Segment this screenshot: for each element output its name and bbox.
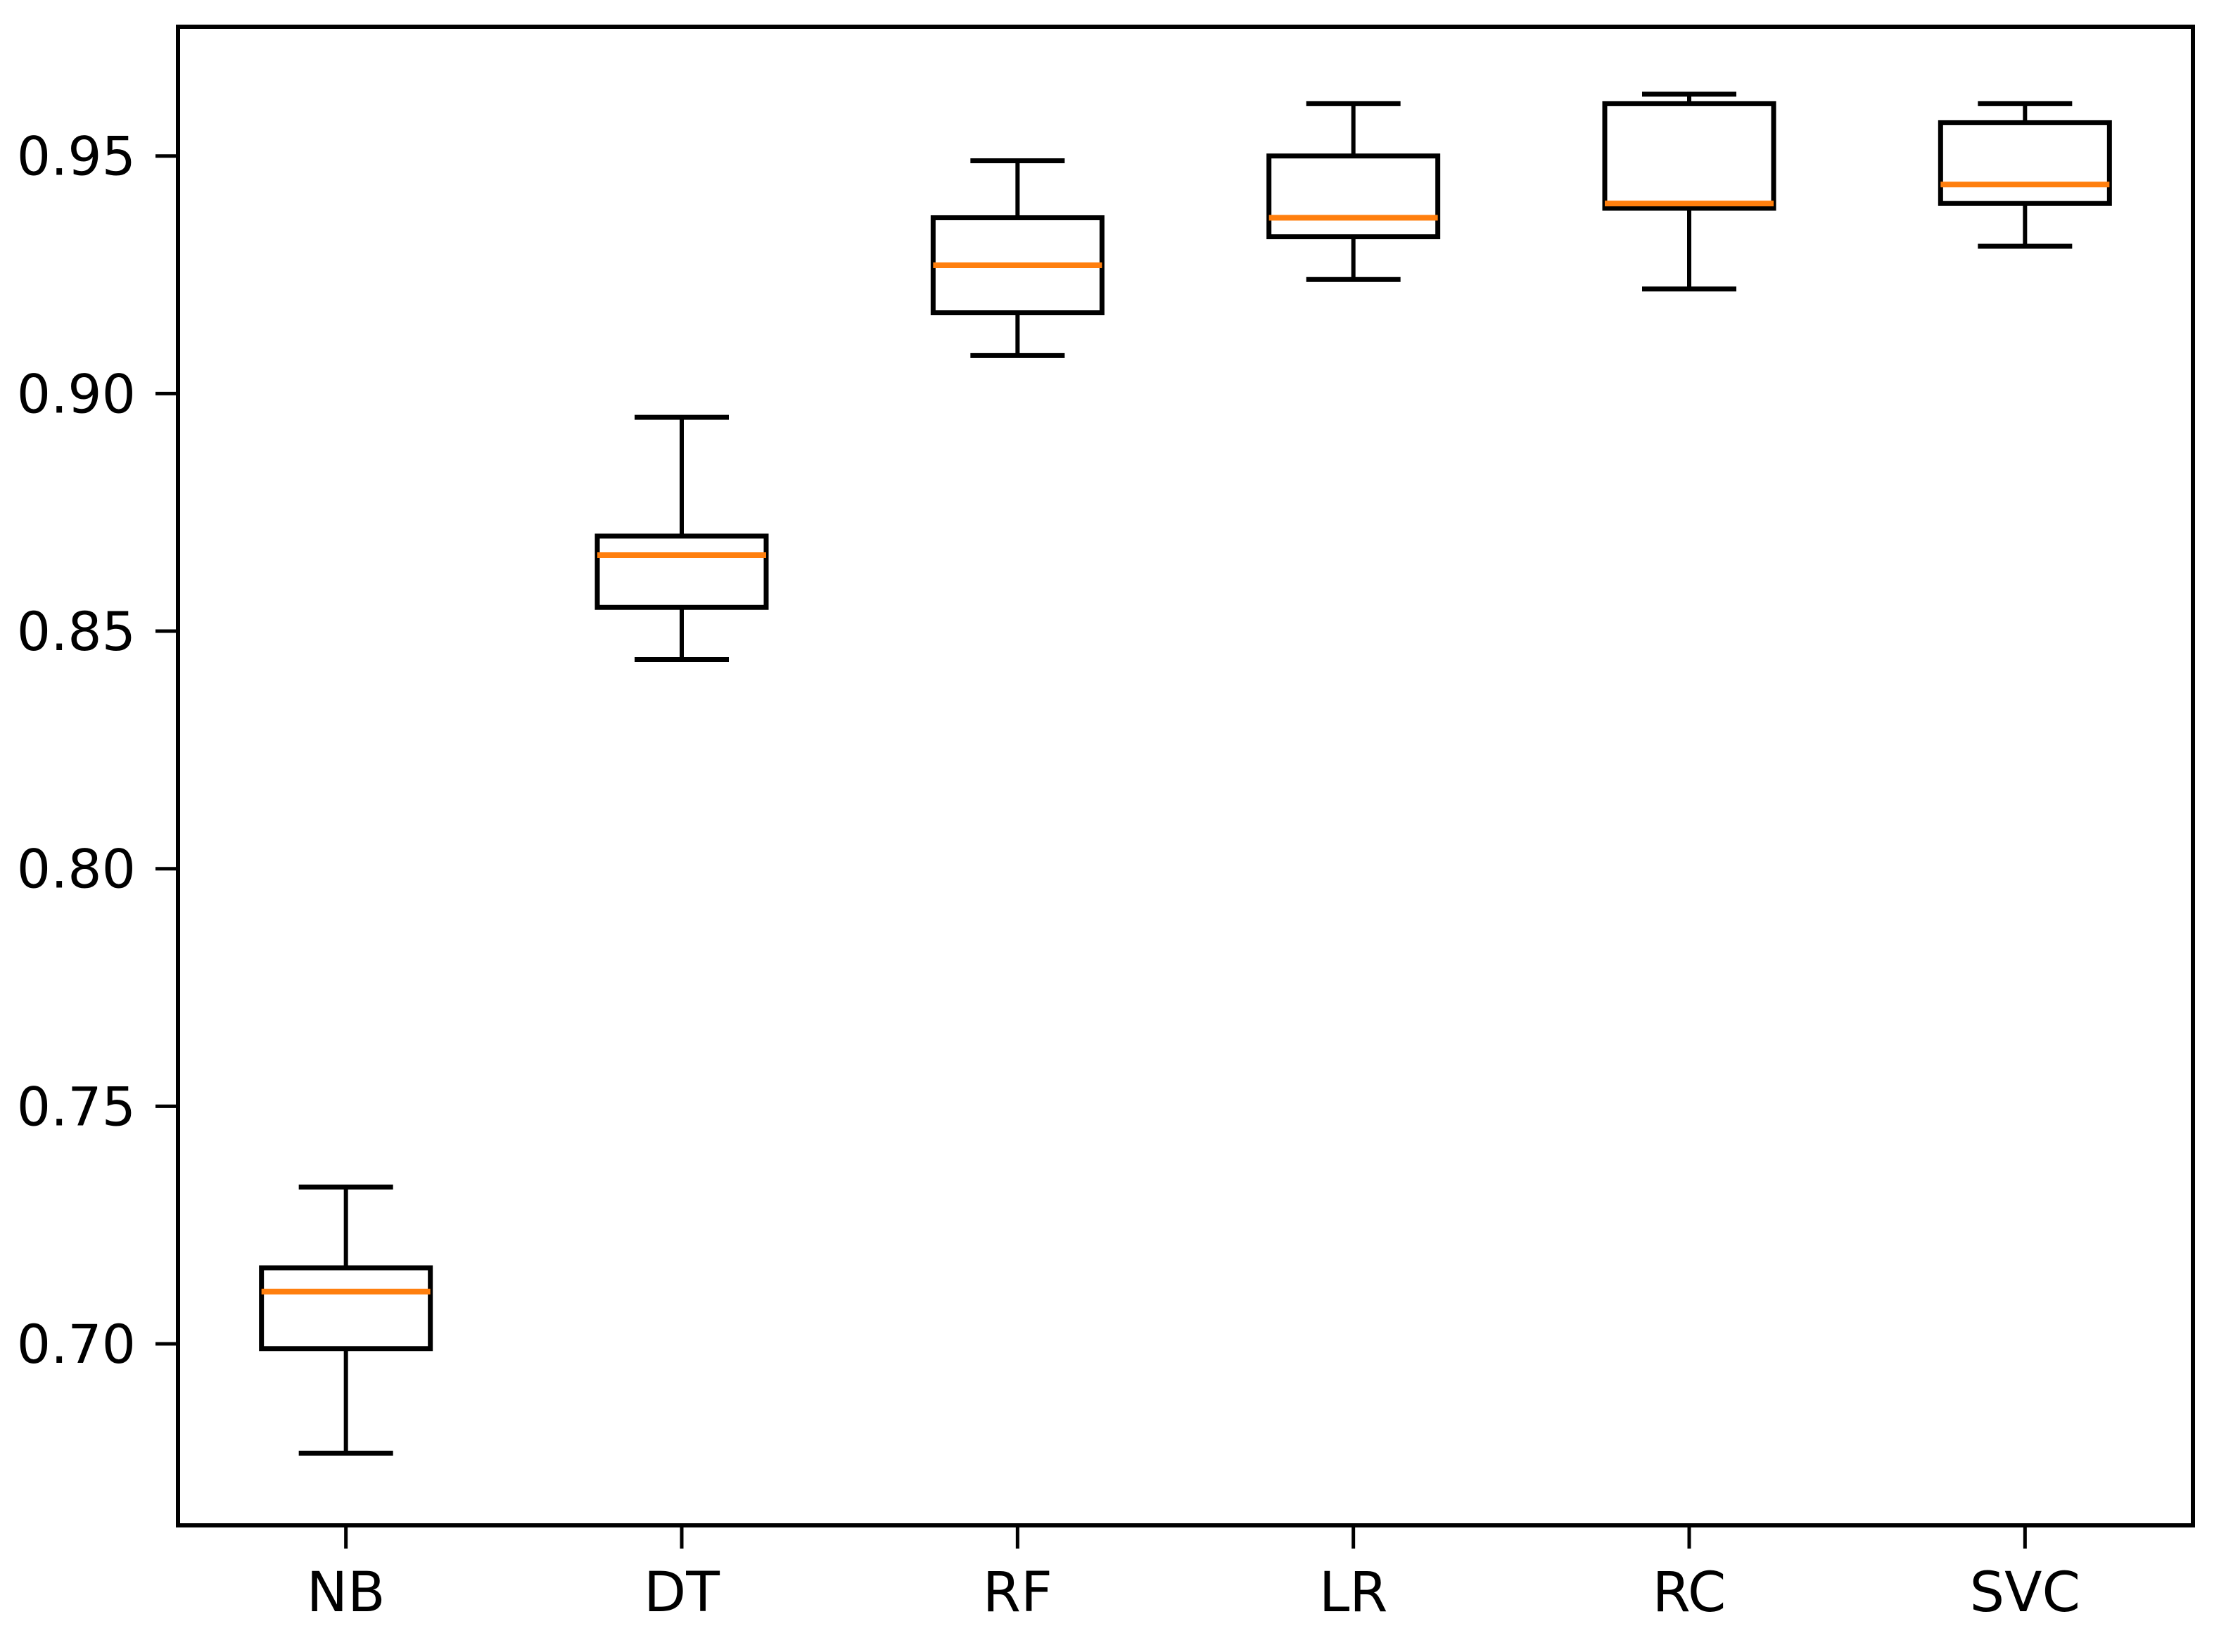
box-rect-DT [594,533,769,610]
y-axis-tick-label: 0.80 [17,838,136,901]
plot-border [176,25,2195,1527]
box-rect-SVC [1938,120,2112,206]
box-rect-RC [1602,101,1776,211]
x-axis-tick-label: RC [1653,1561,1726,1625]
x-axis-tick-label: SVC [1970,1561,2080,1625]
y-axis-tick-label: 0.75 [17,1075,136,1138]
x-axis-tick-label: LR [1319,1561,1388,1625]
x-axis-tick-label: DT [644,1561,720,1625]
x-axis-tick-label: RF [983,1561,1052,1625]
box-rect-LR [1266,153,1441,239]
box-rect-NB [259,1265,433,1352]
y-axis-tick-label: 0.95 [17,125,136,188]
y-axis-tick-label: 0.85 [17,600,136,663]
x-axis-tick-label: NB [307,1561,386,1625]
y-axis-tick-label: 0.70 [17,1313,136,1375]
y-axis-tick-label: 0.90 [17,362,136,425]
